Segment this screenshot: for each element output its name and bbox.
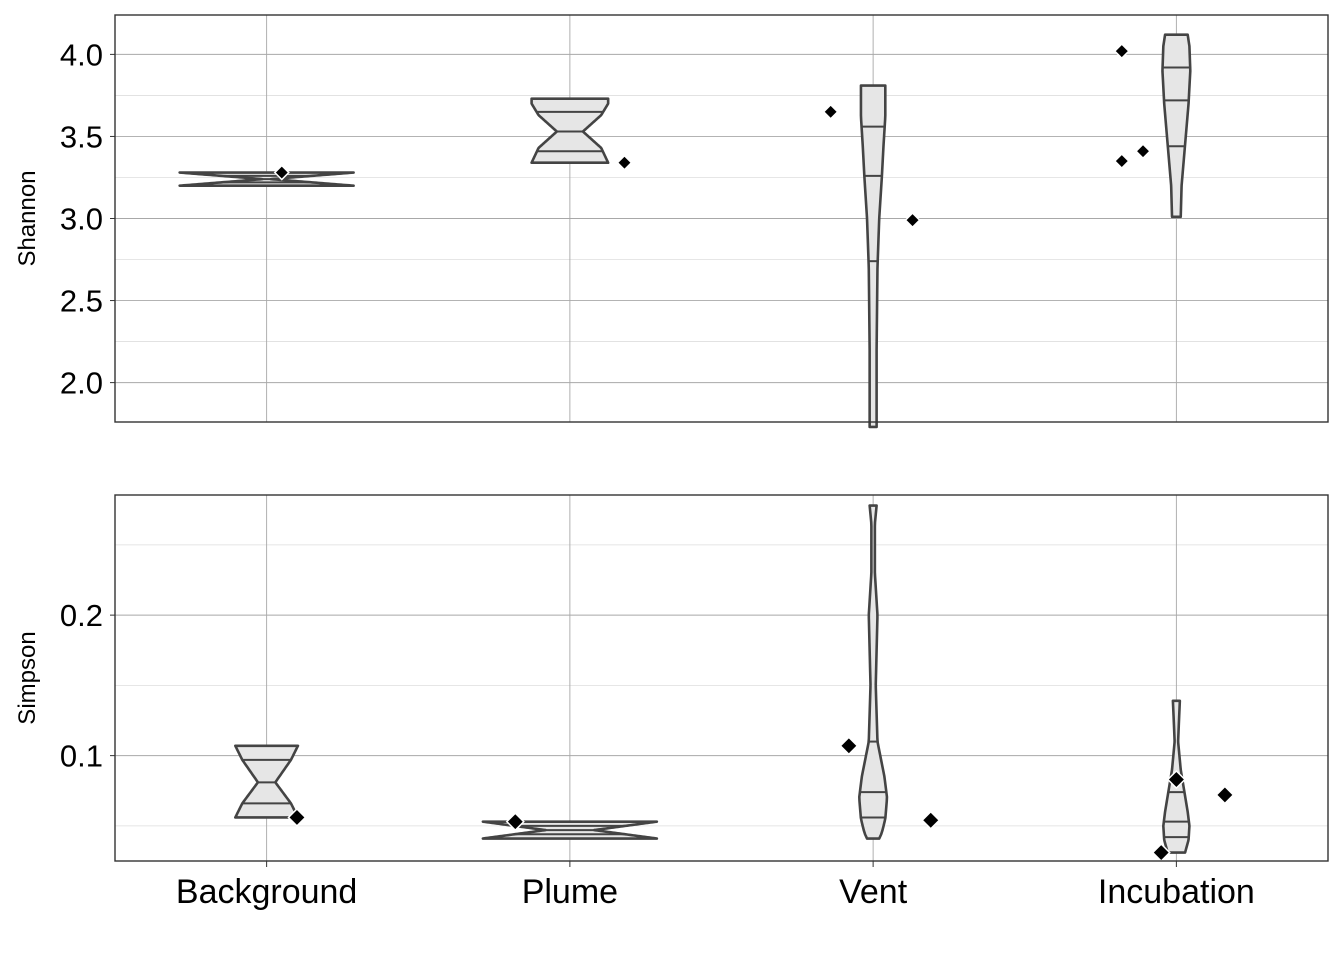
x-axis-labels: Background Plume Vent Incubation: [176, 861, 1255, 911]
data-point: [1113, 152, 1130, 170]
y-tick-label: 2.0: [60, 366, 103, 401]
x-tick-label-incubation: Incubation: [1098, 873, 1255, 911]
y-tick-label: 3.5: [60, 119, 103, 154]
y-tick-label: 0.1: [60, 739, 103, 774]
x-tick-label-vent: Vent: [839, 873, 908, 911]
data-point: [839, 736, 859, 756]
simpson-panel: 0.1 0.2 Simpson: [14, 494, 1329, 863]
x-tick-label-background: Background: [176, 873, 357, 911]
x-tick-label-plume: Plume: [522, 873, 618, 911]
violin-vent: [859, 84, 887, 429]
data-point: [822, 103, 839, 120]
y-tick-label: 3.0: [60, 202, 103, 237]
violin-incubation: [1161, 33, 1192, 219]
data-point: [1215, 785, 1235, 805]
y-tick-label: 4.0: [60, 37, 103, 72]
data-point: [921, 810, 941, 830]
y-tick-label: 2.5: [60, 284, 103, 319]
data-point: [1134, 143, 1152, 160]
data-point: [287, 807, 307, 828]
y-axis-label: Simpson: [14, 631, 41, 724]
y-tick-label: 0.2: [60, 598, 103, 633]
data-point: [273, 164, 290, 181]
panel-border: [114, 494, 1329, 862]
data-point: [1166, 769, 1186, 790]
violin-vent: [858, 504, 889, 840]
y-axis-label: Shannon: [14, 170, 41, 266]
data-point: [1113, 43, 1130, 60]
shannon-panel: 2.0 2.5 3.0 3.5 4.0 Shannon: [14, 14, 1329, 429]
data-point: [904, 212, 921, 229]
data-point: [505, 812, 525, 832]
data-point: [616, 154, 633, 171]
panel-background: [115, 495, 1328, 861]
panel-border: [114, 14, 1329, 423]
